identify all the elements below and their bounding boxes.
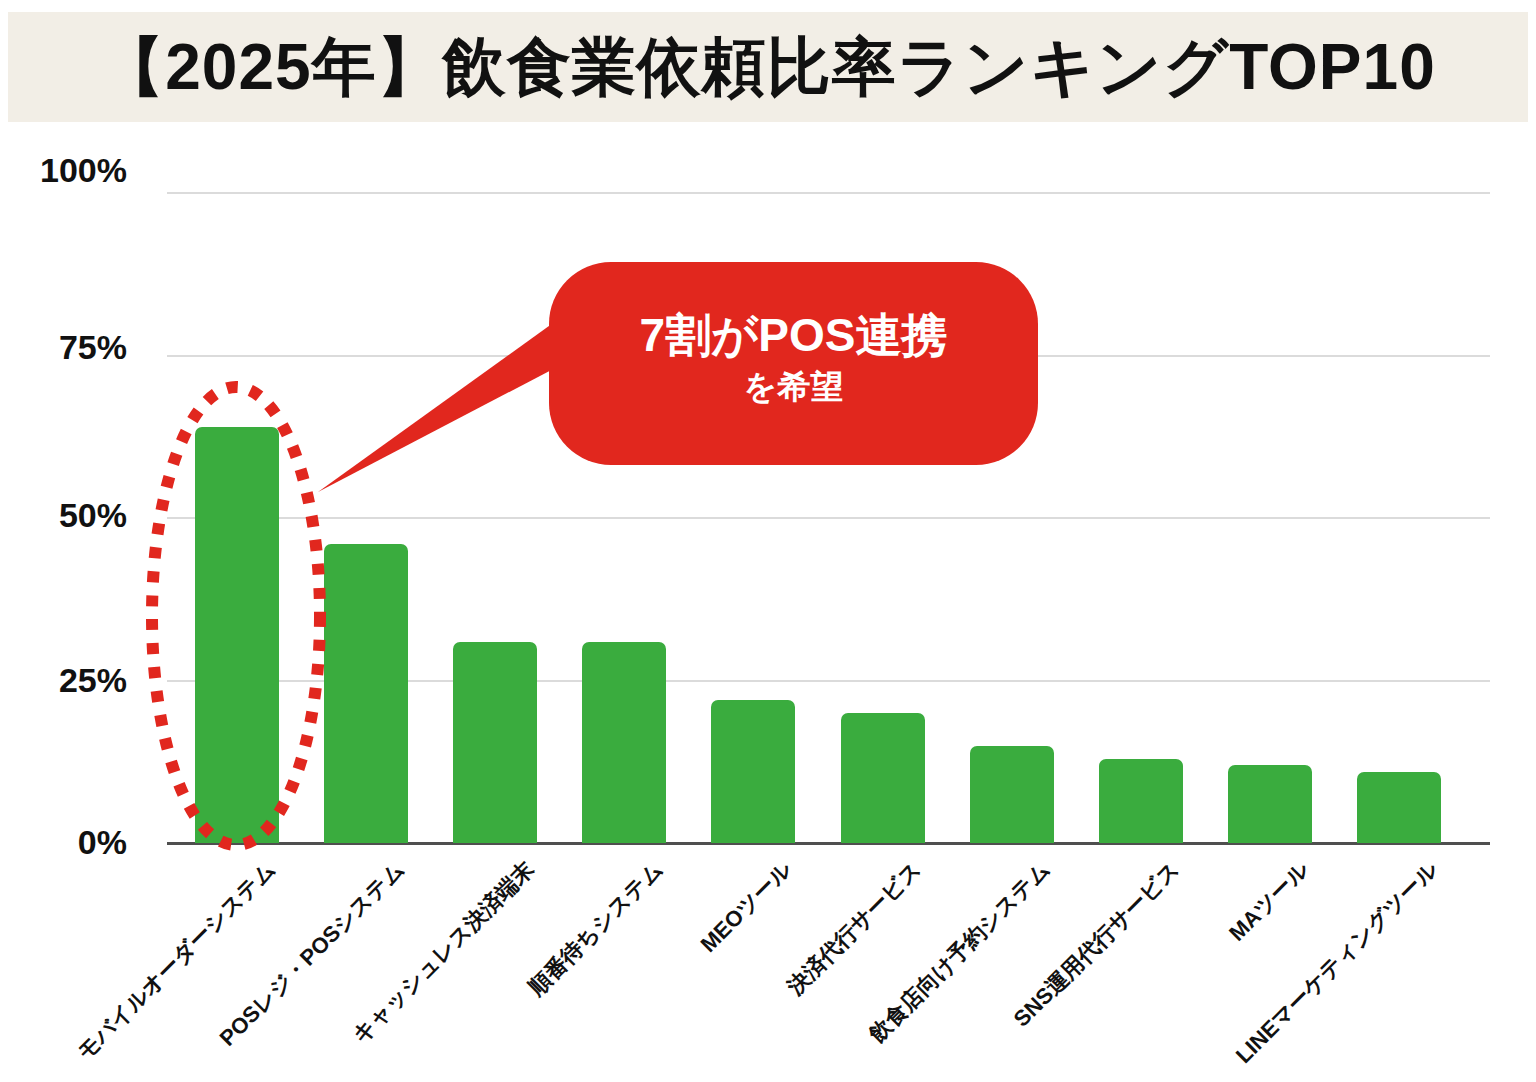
speech-bubble-line2: を希望 xyxy=(744,365,844,410)
annotation-overlay xyxy=(0,0,1536,1082)
speech-bubble-pointer xyxy=(318,318,580,492)
speech-bubble: 7割がPOS連携 を希望 xyxy=(549,262,1038,465)
bar-chart: 【2025年】飲食業依頼比率ランキングTOP10 0%25%50%75%100%… xyxy=(0,0,1536,1082)
highlight-dotted-ellipse xyxy=(152,387,320,845)
speech-bubble-line1: 7割がPOS連携 xyxy=(640,307,948,365)
